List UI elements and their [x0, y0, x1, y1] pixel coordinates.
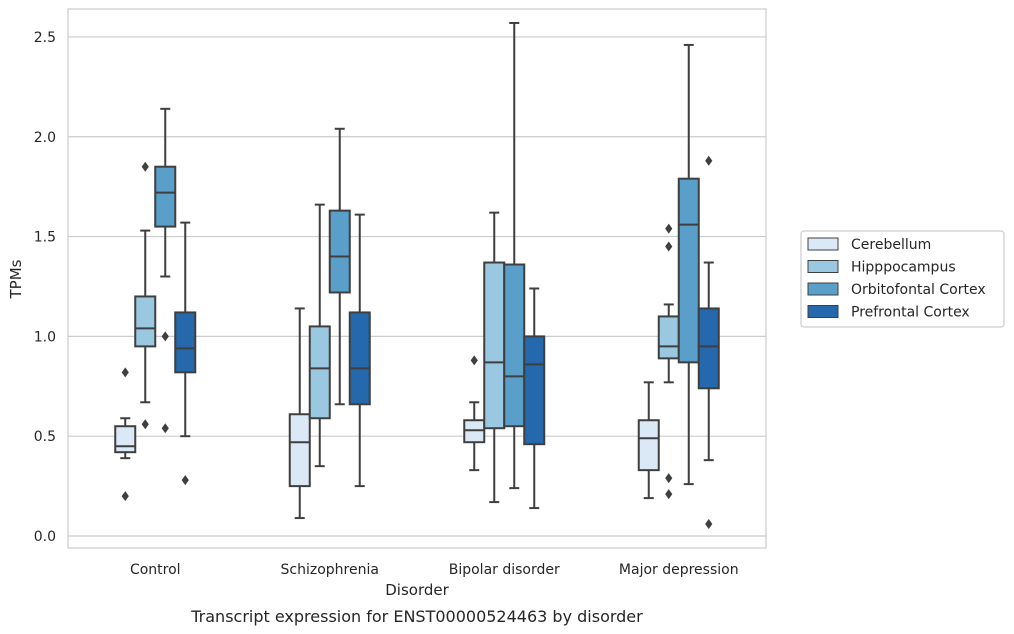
x-tick-label: Control	[130, 562, 181, 578]
chart-caption: Transcript expression for ENST0000052446…	[190, 607, 643, 626]
y-tick-label: 0.0	[34, 529, 56, 545]
outlier-point	[121, 367, 129, 378]
outlier-point	[665, 489, 673, 500]
y-axis-ticks: 0.0 0.5 1.0 1.5 2.0 2.5	[34, 30, 56, 545]
box-prefrontal-cortex	[174, 221, 197, 486]
outlier-point	[181, 475, 189, 486]
box-hipppocampus	[308, 203, 331, 468]
legend-swatch	[807, 305, 839, 318]
box-iqr	[503, 263, 526, 428]
legend-label: Prefrontal Cortex	[851, 305, 970, 321]
outlier-point	[665, 241, 673, 252]
legend-label: Cerebellum	[851, 237, 931, 253]
plot-boxes	[114, 21, 720, 530]
box-iqr	[483, 261, 506, 430]
legend-swatch	[807, 260, 839, 273]
box-iqr	[114, 425, 137, 454]
box-iqr	[697, 307, 720, 390]
box-hipppocampus	[483, 211, 506, 504]
box-orbitofontal-cortex	[328, 127, 351, 406]
outlier-point	[161, 423, 169, 434]
y-axis-label: TPMs	[7, 259, 25, 299]
outlier-point	[470, 355, 478, 366]
box-iqr	[154, 165, 177, 228]
box-prefrontal-cortex	[348, 213, 371, 488]
box-prefrontal-cortex	[697, 155, 720, 530]
legend-frame	[800, 230, 1005, 328]
box-iqr	[677, 177, 700, 364]
x-tick-label: Bipolar disorder	[449, 562, 560, 578]
box-cerebellum	[637, 381, 660, 500]
box-hipppocampus	[657, 223, 680, 500]
outlier-point	[141, 419, 149, 430]
box-iqr	[174, 311, 197, 374]
outlier-point	[121, 491, 129, 502]
plot-frame	[67, 8, 767, 549]
y-tick-label: 2.0	[34, 130, 56, 146]
grid-lines	[68, 36, 766, 537]
box-iqr	[288, 413, 311, 488]
outlier-point	[665, 473, 673, 484]
legend-label: Hipppocampus	[851, 260, 956, 276]
box-iqr	[523, 335, 546, 446]
box-iqr	[308, 325, 331, 420]
box-iqr	[328, 209, 351, 294]
box-orbitofontal-cortex	[503, 21, 526, 490]
outlier-point	[705, 155, 713, 166]
outlier-point	[161, 331, 169, 342]
x-axis-ticks: Control Schizophrenia Bipolar disorder Majo…	[130, 562, 739, 578]
legend-swatch	[807, 237, 839, 251]
box-orbitofontal-cortex	[677, 43, 700, 486]
legend-swatch	[807, 282, 839, 296]
outlier-point	[665, 223, 673, 234]
box-cerebellum	[114, 367, 137, 502]
box-cerebellum	[288, 307, 311, 520]
x-tick-label: Major depression	[619, 562, 739, 578]
y-tick-label: 1.0	[34, 329, 56, 345]
outlier-point	[141, 161, 149, 172]
legend-label: Orbitofontal Cortex	[851, 282, 986, 298]
box-iqr	[637, 419, 660, 472]
y-tick-label: 0.5	[34, 429, 56, 445]
box-iqr	[134, 295, 157, 348]
box-orbitofontal-cortex	[154, 107, 177, 434]
box-iqr	[657, 315, 680, 360]
y-tick-label: 1.5	[34, 230, 56, 246]
x-axis-label: Disorder	[385, 581, 449, 599]
y-tick-label: 2.5	[34, 30, 56, 46]
box-prefrontal-cortex	[523, 287, 546, 510]
box-iqr	[348, 311, 371, 406]
outlier-point	[705, 519, 713, 530]
box-hipppocampus	[134, 161, 157, 430]
x-tick-label: Schizophrenia	[281, 562, 379, 578]
box-cerebellum	[463, 355, 486, 472]
legend: Cerebellum Hipppocampus Orbitofontal Corte…	[800, 230, 1005, 328]
